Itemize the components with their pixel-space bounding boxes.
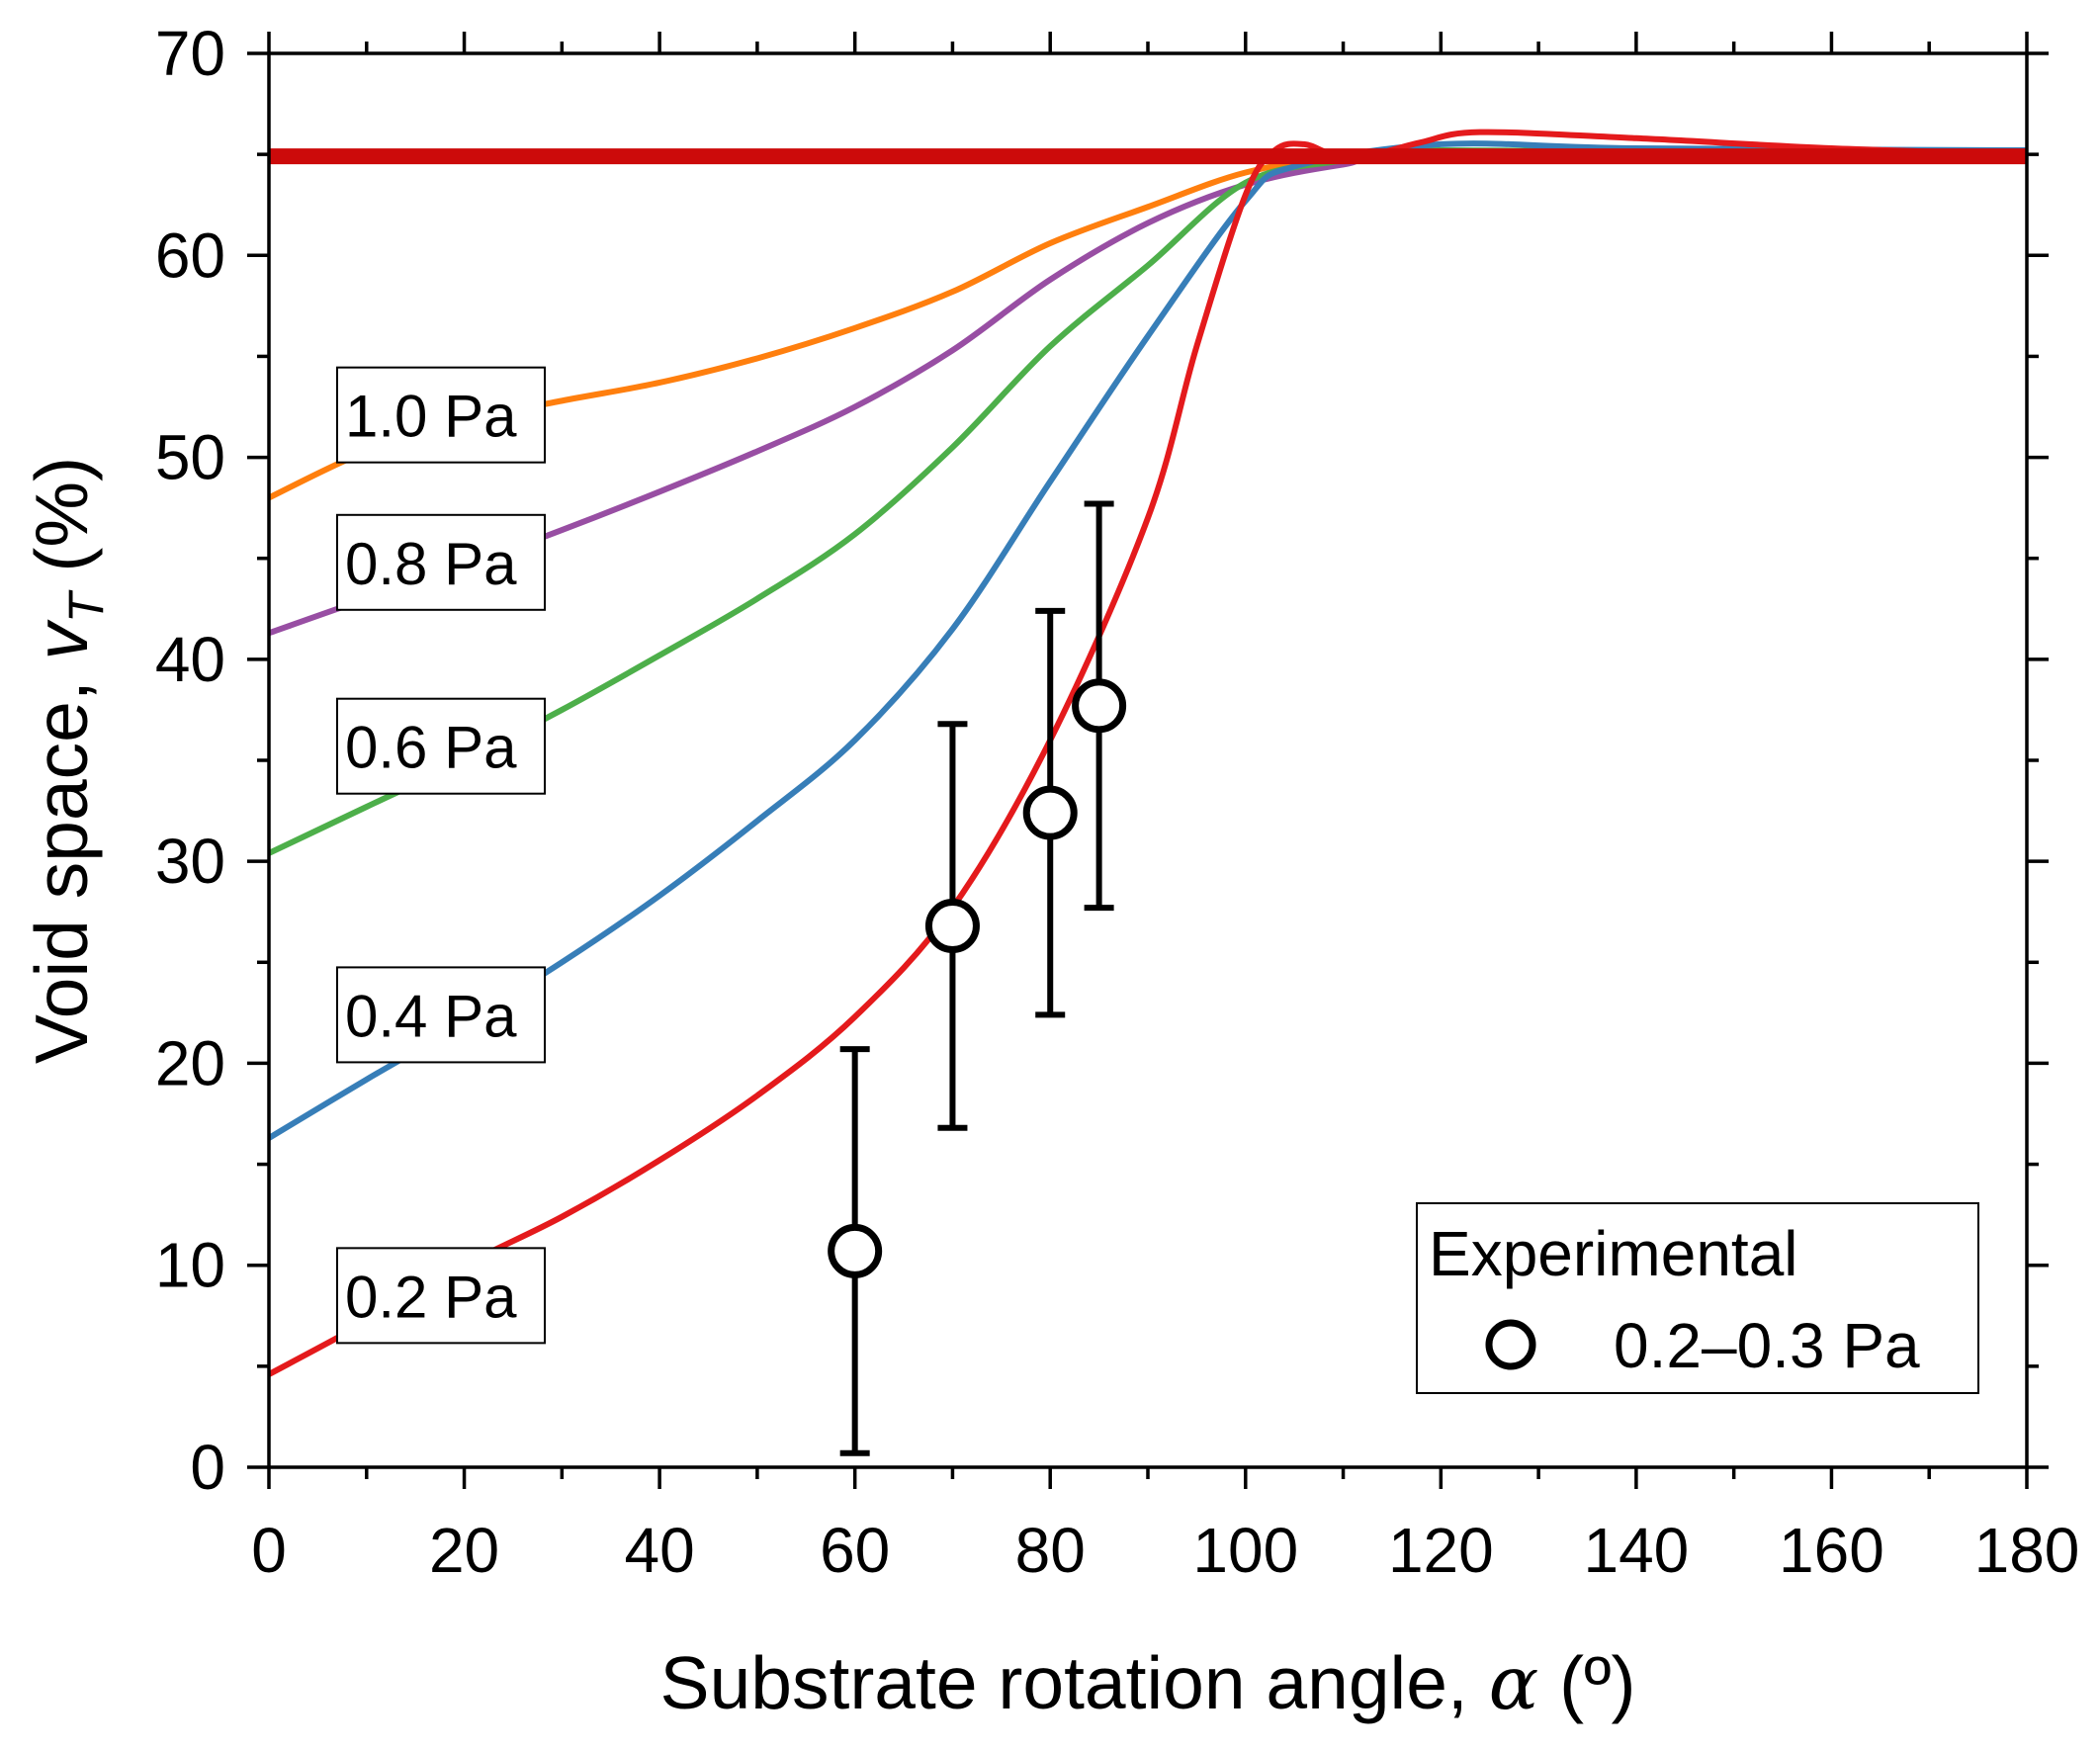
x-tick-label: 0 <box>251 1515 287 1586</box>
series-label-box <box>336 697 546 795</box>
data-point <box>1022 785 1078 840</box>
y-tick-label: 20 <box>155 1027 225 1098</box>
series-label-box <box>336 513 546 611</box>
y-tick-label: 30 <box>155 826 225 897</box>
data-point <box>924 899 980 954</box>
y-tick-label: 50 <box>155 422 225 493</box>
y-tick-label: 70 <box>155 18 225 89</box>
x-tick-label: 140 <box>1583 1515 1689 1586</box>
series-label-box <box>336 966 546 1064</box>
x-axis-label: Substrate rotation angle, α (º) <box>660 1639 1636 1726</box>
series-label: 0.6 Pa <box>345 715 517 781</box>
x-tick-label: 180 <box>1974 1515 2080 1586</box>
y-tick-label: 40 <box>155 624 225 695</box>
axis-ticks: 0 20 40 60 80 100 120 140 160 180 0 10 20 30 40 50 60 70 <box>155 18 2080 1586</box>
series-labels: 1.0 Pa 0.8 Pa 0.6 Pa 0.4 Pa 0.2 Pa <box>336 366 546 1345</box>
x-tick-label: 40 <box>625 1515 695 1586</box>
x-tick-label: 60 <box>820 1515 890 1586</box>
series-label: 1.0 Pa <box>345 384 517 450</box>
series-label: 0.4 Pa <box>345 983 517 1049</box>
legend-marker <box>1485 1319 1536 1370</box>
y-tick-label: 0 <box>190 1432 225 1503</box>
y-axis-label: Void space, vT (%) <box>20 457 114 1064</box>
series-label-box <box>336 1247 546 1345</box>
series-label-box <box>336 366 546 464</box>
x-tick-label: 20 <box>429 1515 499 1586</box>
x-tick-label: 160 <box>1779 1515 1884 1586</box>
data-point <box>1072 678 1127 734</box>
y-tick-label: 10 <box>155 1230 225 1301</box>
series-line-0-2-Pa <box>267 129 2028 1377</box>
x-tick-label: 100 <box>1192 1515 1298 1586</box>
x-tick-label: 120 <box>1388 1515 1494 1586</box>
series-label: 0.2 Pa <box>345 1264 517 1330</box>
legend-entry-label: 0.2–0.3 Pa <box>1614 1310 1920 1381</box>
legend: Experimental 0.2–0.3 Pa <box>1416 1202 1979 1394</box>
series-label: 0.8 Pa <box>345 531 517 597</box>
experimental-points <box>828 500 1127 1456</box>
legend-title: Experimental <box>1429 1218 1798 1289</box>
x-tick-label: 80 <box>1015 1515 1086 1586</box>
y-tick-label: 60 <box>155 219 225 291</box>
data-point <box>828 1223 883 1278</box>
